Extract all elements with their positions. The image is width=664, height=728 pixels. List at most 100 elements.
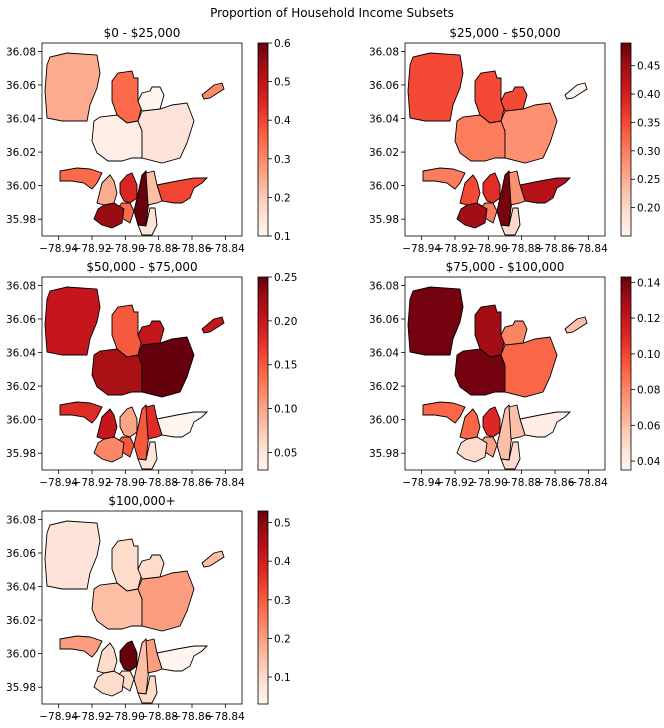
colorbar-tick-label: 0.35 (637, 117, 660, 129)
colorbar-tick-label: 0.5 (274, 518, 291, 530)
y-tick-label: 36.06 (6, 80, 36, 92)
map-title-2: $25,000 - $50,000 (449, 26, 560, 40)
x-tick-label: −78.94 (39, 477, 78, 489)
region-6 (564, 316, 588, 334)
colorbar-tick-label: 0.06 (637, 420, 661, 432)
y-tick-label: 35.98 (369, 448, 399, 460)
region-12 (156, 645, 209, 672)
region-6 (201, 550, 225, 568)
colorbar-tick-label: 0.25 (274, 272, 297, 284)
y-tick-label: 36.06 (369, 80, 399, 92)
x-tick-label: −78.88 (139, 711, 178, 723)
colorbar-tick-label: 0.10 (637, 349, 660, 361)
region-3 (91, 582, 143, 630)
region-3 (91, 348, 143, 396)
region-14 (137, 441, 158, 470)
x-tick-label: −78.84 (206, 243, 245, 255)
colorbar-tick-label: 0.10 (274, 404, 297, 416)
colorbar-tick-label: 0.20 (637, 203, 660, 215)
y-tick-label: 36.00 (6, 649, 36, 661)
x-tick-label: −78.94 (402, 477, 441, 489)
x-tick-label: −78.84 (569, 477, 608, 489)
colorbar (620, 42, 632, 237)
region-1 (407, 286, 464, 356)
y-tick-label: 35.98 (6, 448, 36, 460)
x-tick-label: −78.88 (139, 243, 178, 255)
y-tick-label: 36.04 (369, 114, 399, 126)
region-3 (454, 348, 506, 396)
colorbar (257, 42, 269, 237)
map-panel-4: $75,000 - $100,000−78.94−78.92−78.90−78.… (369, 260, 661, 489)
y-tick-label: 36.02 (6, 147, 36, 159)
region-14 (137, 207, 158, 236)
figure-title: Proportion of Household Income Subsets (210, 6, 454, 20)
region-7 (59, 635, 103, 658)
region-1 (44, 520, 101, 590)
colorbar-tick-label: 0.08 (637, 385, 660, 397)
map-panel-1: $0 - $25,000−78.94−78.92−78.90−78.88−78.… (6, 26, 291, 255)
map-panel-5: $100,000+ −78.94−78.92−78.90−78.88−78.86−… (6, 494, 291, 723)
colorbar-tick-label: 0.1 (274, 672, 291, 684)
colorbar (257, 276, 269, 471)
y-tick-label: 36.04 (6, 348, 36, 360)
x-tick-label: −78.94 (402, 243, 441, 255)
x-tick-label: −78.92 (73, 477, 112, 489)
x-tick-label: −78.90 (106, 477, 145, 489)
y-tick-label: 36.08 (6, 514, 36, 526)
y-tick-label: 36.08 (6, 280, 36, 292)
x-tick-label: −78.86 (536, 243, 575, 255)
y-tick-label: 36.08 (369, 280, 399, 292)
colorbar (257, 510, 269, 705)
region-15 (459, 174, 481, 206)
region-1 (44, 52, 101, 122)
y-tick-label: 36.00 (369, 181, 399, 193)
region-3 (454, 114, 506, 162)
colorbar (620, 276, 632, 471)
colorbar-tick-label: 0.5 (274, 77, 291, 89)
y-tick-label: 36.06 (6, 314, 36, 326)
y-tick-label: 36.04 (6, 582, 36, 594)
y-tick-label: 36.06 (6, 548, 36, 560)
region-15 (96, 642, 118, 674)
x-tick-label: −78.86 (173, 243, 212, 255)
region-5 (500, 320, 528, 346)
colorbar-tick-label: 0.3 (274, 595, 291, 607)
region-14 (137, 675, 158, 704)
region-7 (59, 401, 103, 424)
colorbar-tick-label: 0.04 (637, 456, 661, 468)
region-12 (519, 177, 572, 204)
x-tick-label: −78.90 (469, 243, 508, 255)
region-5 (500, 86, 528, 112)
x-tick-label: −78.90 (106, 711, 145, 723)
y-tick-label: 35.98 (6, 214, 36, 226)
x-tick-label: −78.86 (536, 477, 575, 489)
x-tick-label: −78.88 (502, 477, 541, 489)
colorbar-tick-label: 0.2 (274, 633, 291, 645)
colorbar-tick-label: 0.1 (274, 231, 291, 243)
region-1 (44, 286, 101, 356)
colorbar-tick-label: 0.12 (637, 313, 660, 325)
y-tick-label: 36.08 (6, 46, 36, 58)
x-tick-label: −78.88 (502, 243, 541, 255)
colorbar-tick-label: 0.30 (637, 146, 660, 158)
map-title-5: $100,000+ (108, 494, 175, 508)
region-7 (59, 167, 103, 190)
region-5 (137, 320, 165, 346)
y-tick-label: 36.08 (369, 46, 399, 58)
x-tick-label: −78.86 (173, 477, 212, 489)
region-14 (500, 207, 521, 236)
colorbar-tick-label: 0.25 (637, 174, 660, 186)
region-5 (137, 554, 165, 580)
region-13 (145, 404, 163, 440)
region-13 (145, 638, 163, 674)
colorbar-tick-label: 0.40 (637, 89, 660, 101)
x-tick-label: −78.92 (73, 711, 112, 723)
y-tick-label: 36.02 (369, 147, 399, 159)
x-tick-label: −78.90 (106, 243, 145, 255)
colorbar-tick-label: 0.4 (274, 115, 291, 127)
map-title-3: $50,000 - $75,000 (86, 260, 197, 274)
y-tick-label: 35.98 (6, 682, 36, 694)
region-13 (508, 170, 526, 206)
region-12 (156, 411, 209, 438)
